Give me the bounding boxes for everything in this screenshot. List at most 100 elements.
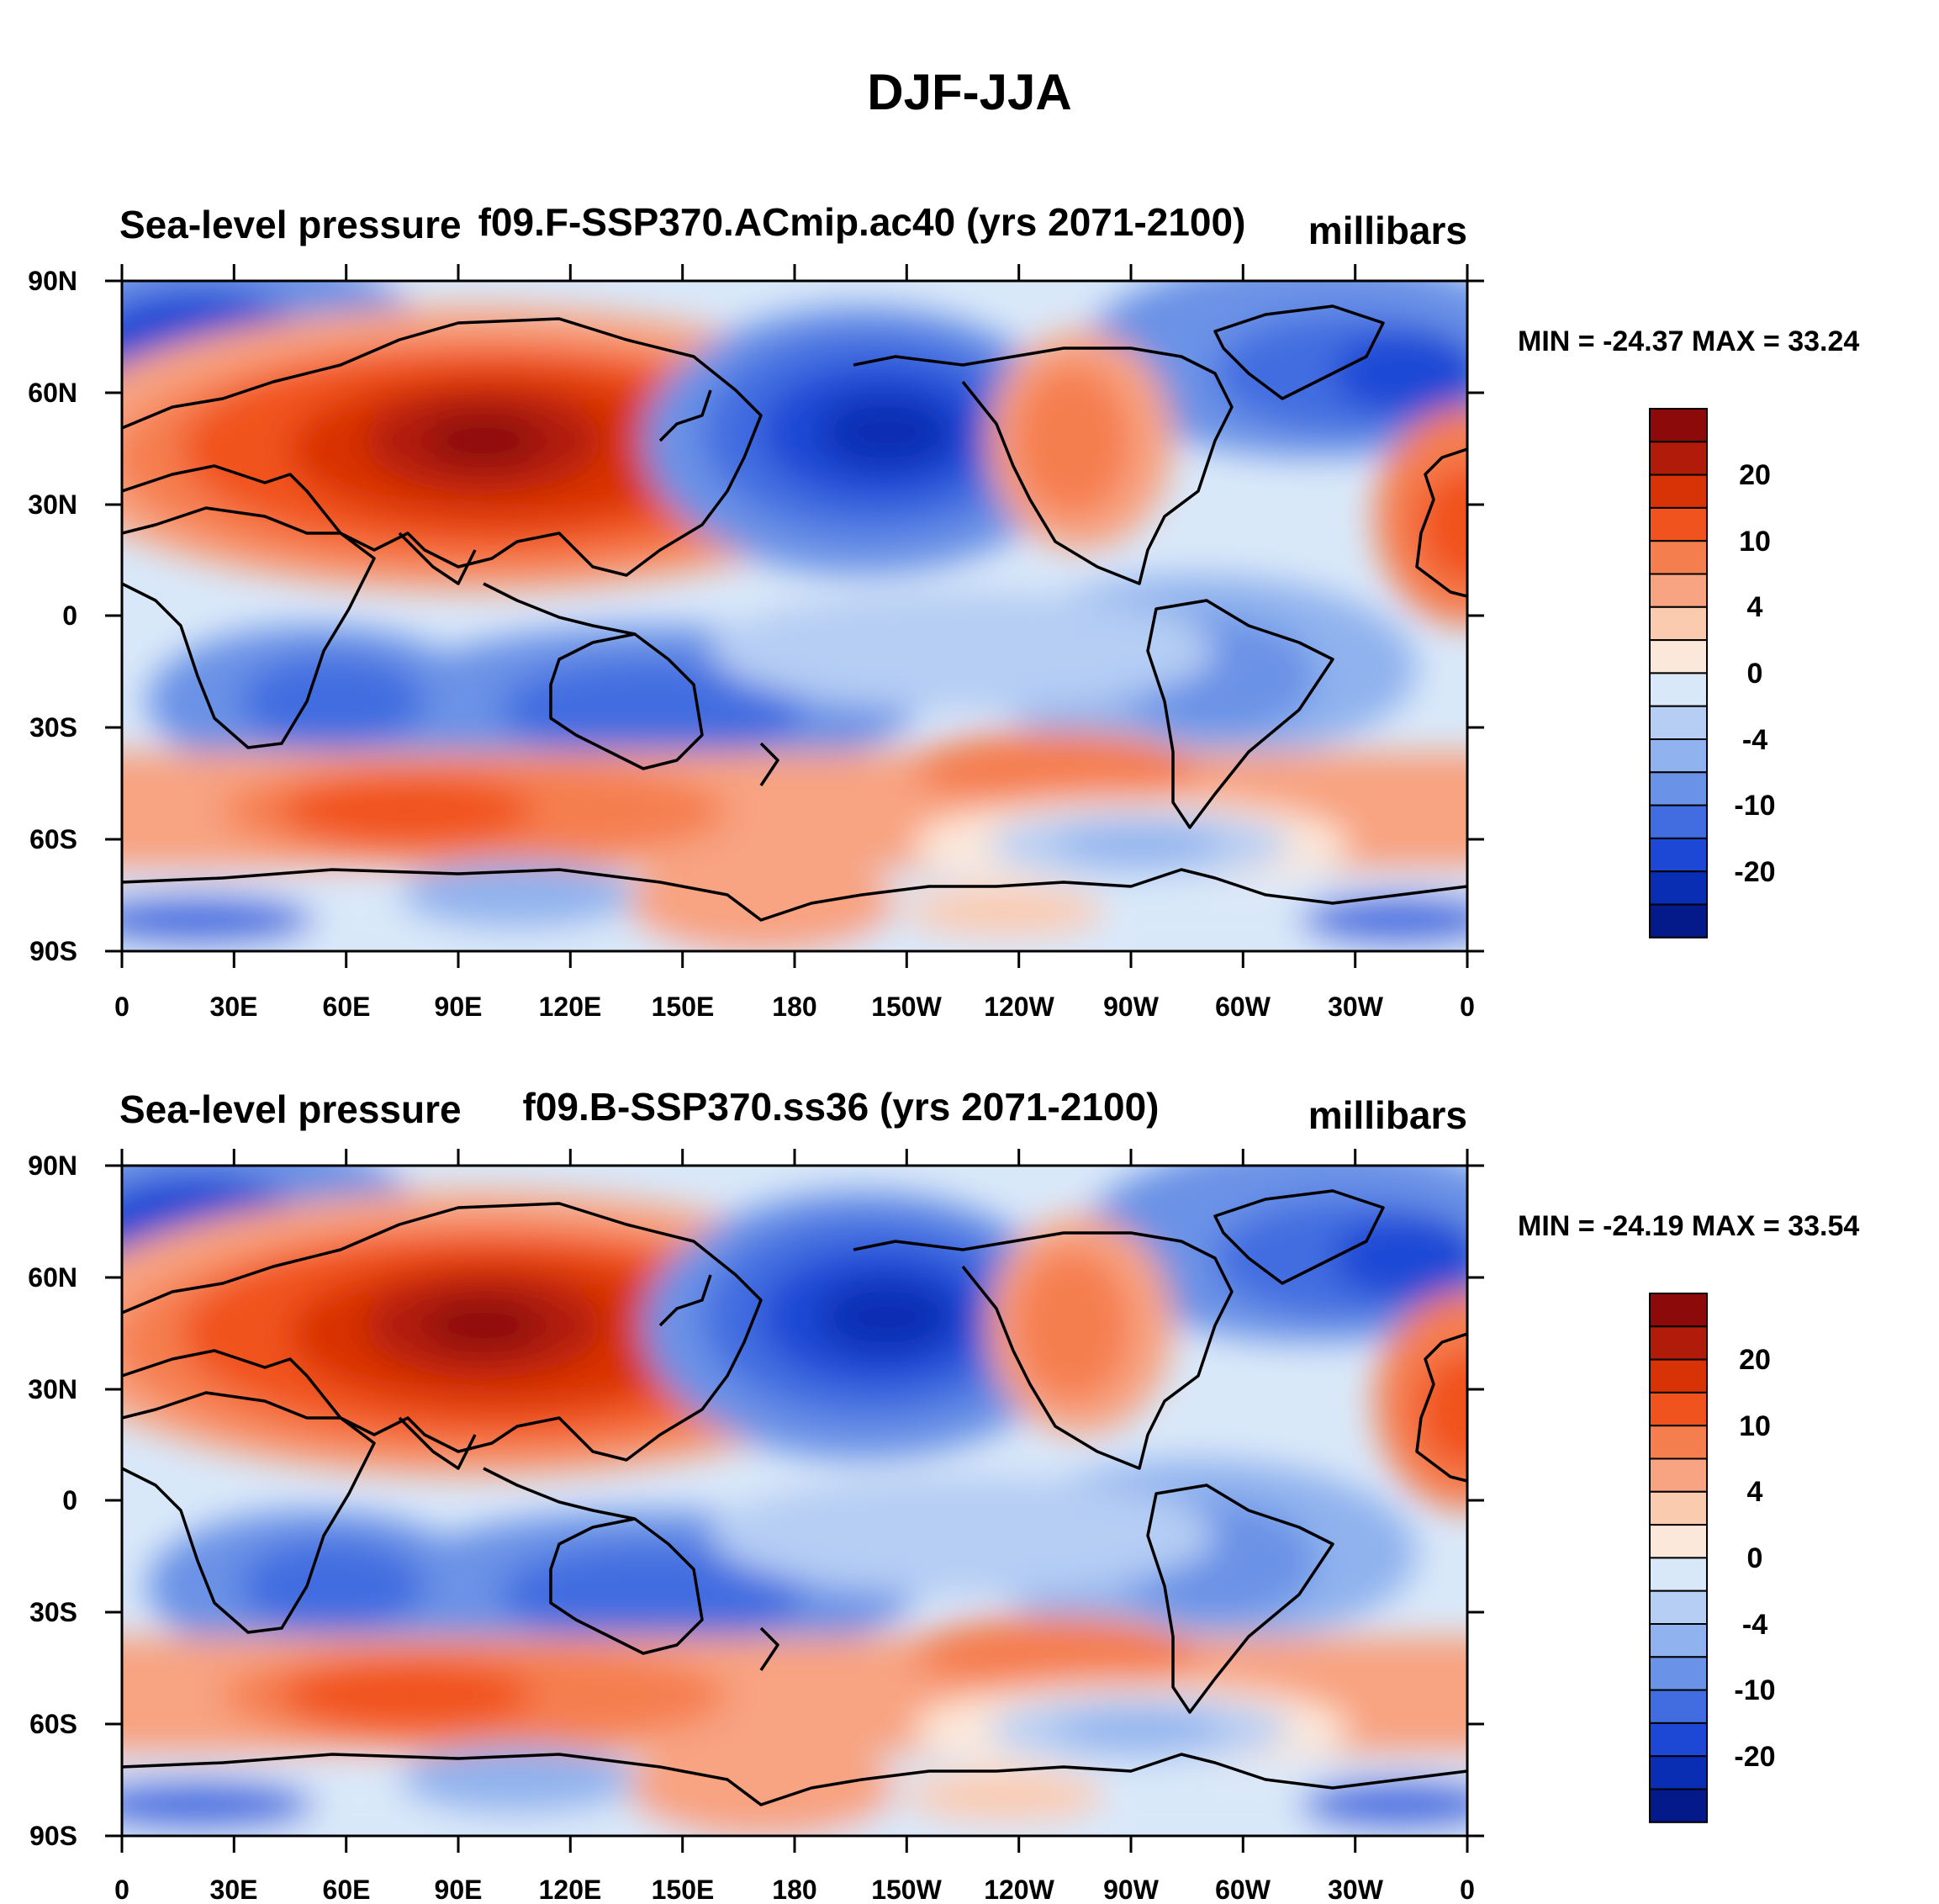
panel-2-lat-ticks xyxy=(105,1164,1484,1838)
panel-1-variable-title: Sea-level pressure xyxy=(119,203,462,246)
lat-label: 60S xyxy=(29,824,77,854)
panel-1-lat-ticks xyxy=(105,279,1484,953)
colorbar-swatch xyxy=(1649,672,1708,707)
panel-1: Sea-level pressure f09.F-SSP370.ACmip.ac… xyxy=(21,200,1859,1022)
panel-2-units: millibars xyxy=(1308,1093,1467,1137)
panel-2-lon-labels: 0 30E 60E 90E 120E 150E 180 150W 120W 90… xyxy=(114,1875,1475,1904)
panel-2-case-title: f09.B-SSP370.ss36 (yrs 2071-2100) xyxy=(523,1085,1160,1129)
lat-label: 90N xyxy=(28,1150,77,1181)
lat-label: 0 xyxy=(62,1485,77,1515)
colorbar-swatch xyxy=(1649,1325,1708,1361)
lon-label: 150W xyxy=(871,1875,942,1904)
colorbar-label: 20 xyxy=(1739,1344,1771,1376)
lon-label: 0 xyxy=(114,992,129,1022)
lon-label: 120W xyxy=(984,1875,1054,1904)
colorbar-label: 4 xyxy=(1747,591,1763,623)
panel-1-units: millibars xyxy=(1308,209,1467,252)
panel-2-map xyxy=(21,1132,1560,1847)
lon-label: 30E xyxy=(210,1875,258,1904)
colorbar-label: 0 xyxy=(1747,1542,1763,1574)
lon-label: 90E xyxy=(435,992,483,1022)
colorbar-label: -20 xyxy=(1734,1741,1775,1773)
lat-label: 60S xyxy=(29,1709,77,1739)
lon-label: 90E xyxy=(435,1875,483,1904)
lat-label: 30S xyxy=(29,712,77,743)
lon-label: 90W xyxy=(1103,1875,1160,1904)
panel-1-lat-labels: 90N 60N 30N 0 30S 60S 90S xyxy=(28,266,77,966)
lat-label: 60N xyxy=(28,1262,77,1293)
colorbar-swatch xyxy=(1649,1358,1708,1394)
lon-label: 0 xyxy=(1460,1875,1475,1904)
colorbar-label: 20 xyxy=(1739,459,1771,491)
panel-1-lon-ticks-bottom xyxy=(120,949,1469,970)
lat-label: 90S xyxy=(29,1821,77,1851)
panel-1-map xyxy=(21,247,1560,962)
panel-1-colorbar xyxy=(1649,408,1708,939)
lon-label: 90W xyxy=(1103,992,1160,1022)
colorbar-swatch xyxy=(1649,606,1708,642)
panel-2-colorbar-labels: 20 10 4 0 -4 -10 -20 xyxy=(1734,1344,1775,1773)
lat-label: 90N xyxy=(28,266,77,296)
panel-1-colorbar-labels: 20 10 4 0 -4 -10 -20 xyxy=(1734,459,1775,888)
colorbar-swatch xyxy=(1649,1425,1708,1460)
colorbar-swatch xyxy=(1649,837,1708,873)
panel-1-case-title: f09.F-SSP370.ACmip.ac40 (yrs 2071-2100) xyxy=(478,200,1246,244)
lon-label: 30E xyxy=(210,992,258,1022)
colorbar-swatch xyxy=(1649,1788,1708,1823)
lon-label: 60E xyxy=(323,1875,371,1904)
colorbar-swatch xyxy=(1649,1293,1708,1328)
lon-label: 180 xyxy=(772,992,816,1022)
colorbar-swatch xyxy=(1649,1490,1708,1526)
lon-label: 0 xyxy=(1460,992,1475,1022)
panel-2-colorbar xyxy=(1649,1293,1708,1823)
colorbar-swatch xyxy=(1649,1457,1708,1493)
colorbar-swatch xyxy=(1649,903,1708,939)
panel-2-variable-title: Sea-level pressure xyxy=(119,1087,462,1131)
colorbar-swatch xyxy=(1649,804,1708,839)
lon-label: 120E xyxy=(539,992,602,1022)
colorbar-swatch xyxy=(1649,1755,1708,1790)
main-title: DJF-JJA xyxy=(867,64,1071,120)
colorbar-swatch xyxy=(1649,408,1708,443)
panel-1-lon-ticks-top xyxy=(120,262,1469,283)
colorbar-swatch xyxy=(1649,540,1708,575)
colorbar-label: -4 xyxy=(1742,1609,1767,1641)
colorbar-label: 10 xyxy=(1739,526,1771,558)
panel-2-lat-labels: 90N 60N 30N 0 30S 60S 90S xyxy=(28,1150,77,1851)
lon-label: 120W xyxy=(984,992,1054,1022)
lon-label: 60W xyxy=(1215,992,1271,1022)
colorbar-swatch xyxy=(1649,1524,1708,1559)
colorbar-label: -10 xyxy=(1734,1674,1775,1706)
lon-label: 150E xyxy=(652,1875,715,1904)
colorbar-swatch xyxy=(1649,473,1708,509)
panel-2-lon-ticks-top xyxy=(120,1147,1469,1167)
colorbar-swatch xyxy=(1649,1722,1708,1758)
colorbar-swatch xyxy=(1649,1589,1708,1625)
lat-label: 60N xyxy=(28,378,77,408)
lon-label: 150E xyxy=(652,992,715,1022)
colorbar-swatch xyxy=(1649,639,1708,674)
colorbar-swatch xyxy=(1649,441,1708,476)
lat-label: 0 xyxy=(62,600,77,631)
panel-2-min-max: MIN = -24.19 MAX = 33.54 xyxy=(1518,1210,1859,1242)
panel-1-lon-labels: 0 30E 60E 90E 120E 150E 180 150W 120W 90… xyxy=(114,992,1475,1022)
colorbar-swatch xyxy=(1649,1557,1708,1592)
lon-label: 60W xyxy=(1215,1875,1271,1904)
lon-label: 30W xyxy=(1328,992,1384,1022)
colorbar-label: -20 xyxy=(1734,856,1775,888)
colorbar-label: 4 xyxy=(1747,1476,1763,1508)
colorbar-swatch xyxy=(1649,771,1708,807)
colorbar-swatch xyxy=(1649,573,1708,608)
lon-label: 180 xyxy=(772,1875,816,1904)
lat-label: 30N xyxy=(28,489,77,520)
colorbar-swatch xyxy=(1649,705,1708,741)
colorbar-label: -10 xyxy=(1734,790,1775,822)
colorbar-swatch xyxy=(1649,506,1708,542)
colorbar-label: 10 xyxy=(1739,1410,1771,1442)
colorbar-swatch xyxy=(1649,738,1708,774)
lon-label: 30W xyxy=(1328,1875,1384,1904)
colorbar-swatch xyxy=(1649,1689,1708,1724)
lon-label: 60E xyxy=(323,992,371,1022)
colorbar-swatch xyxy=(1649,1656,1708,1691)
